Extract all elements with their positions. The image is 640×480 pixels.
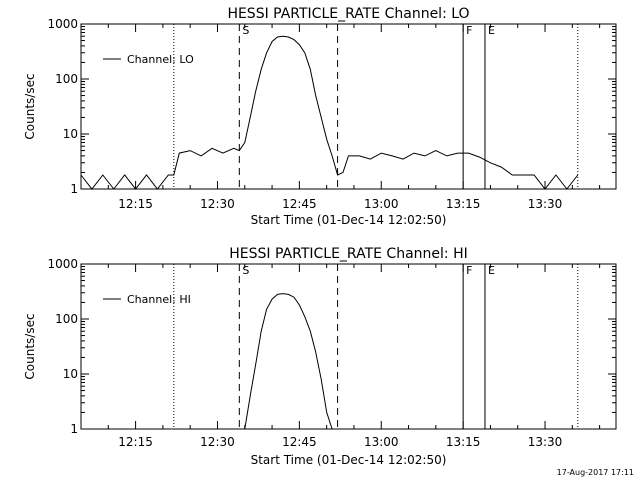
x-tick-label: 12:30 (200, 197, 235, 211)
y-axis-label: Counts/sec (23, 73, 37, 139)
x-tick-label: 13:30 (528, 197, 563, 211)
footer-timestamp: 17-Aug-2017 17:11 (556, 468, 634, 477)
series-line (244, 293, 333, 430)
event-marker-label: E (488, 264, 495, 277)
y-tick-label: 1000 (47, 257, 78, 271)
y-tick-label: 10 (63, 127, 78, 141)
y-tick-label: 1000 (47, 17, 78, 31)
x-tick-label: 13:00 (364, 197, 399, 211)
legend-label: Channel: LO (127, 53, 194, 66)
chart-title: HESSI PARTICLE_RATE Channel: LO (227, 6, 469, 22)
event-marker-label: S (242, 24, 249, 37)
x-tick-label: 12:15 (118, 197, 153, 211)
x-tick-label: 13:15 (446, 435, 481, 449)
plot-frame (80, 23, 617, 190)
y-tick-label: 100 (55, 312, 78, 326)
series-line (80, 35, 579, 190)
y-tick-label: 1 (70, 182, 78, 196)
x-tick-label: 12:45 (282, 197, 317, 211)
x-tick-label: 13:15 (446, 197, 481, 211)
y-axis-label: Counts/sec (23, 313, 37, 379)
chart-title: HESSI PARTICLE_RATE Channel: HI (229, 246, 467, 262)
x-tick-label: 13:30 (528, 435, 563, 449)
chart-panel-1: HESSI PARTICLE_RATE Channel: LO 12:15 12:3… (23, 6, 617, 227)
y-tick-label: 100 (55, 72, 78, 86)
x-tick-label: 12:15 (118, 435, 153, 449)
plot-frame (80, 263, 617, 430)
y-tick-label: 10 (63, 367, 78, 381)
legend-label: Channel: HI (127, 293, 191, 306)
x-tick-label: 12:30 (200, 435, 235, 449)
event-marker-label: F (466, 24, 472, 37)
event-marker-label: S (242, 264, 249, 277)
y-tick-label: 1 (70, 422, 78, 436)
x-axis-label: Start Time (01-Dec-14 12:02:50) (251, 213, 447, 227)
event-marker-label: E (488, 24, 495, 37)
chart-panel-2: HESSI PARTICLE_RATE Channel: HI 12:15 12:3… (23, 246, 617, 467)
event-marker-label: F (466, 264, 472, 277)
x-tick-label: 12:45 (282, 435, 317, 449)
x-axis-label: Start Time (01-Dec-14 12:02:50) (251, 453, 447, 467)
x-tick-label: 13:00 (364, 435, 399, 449)
